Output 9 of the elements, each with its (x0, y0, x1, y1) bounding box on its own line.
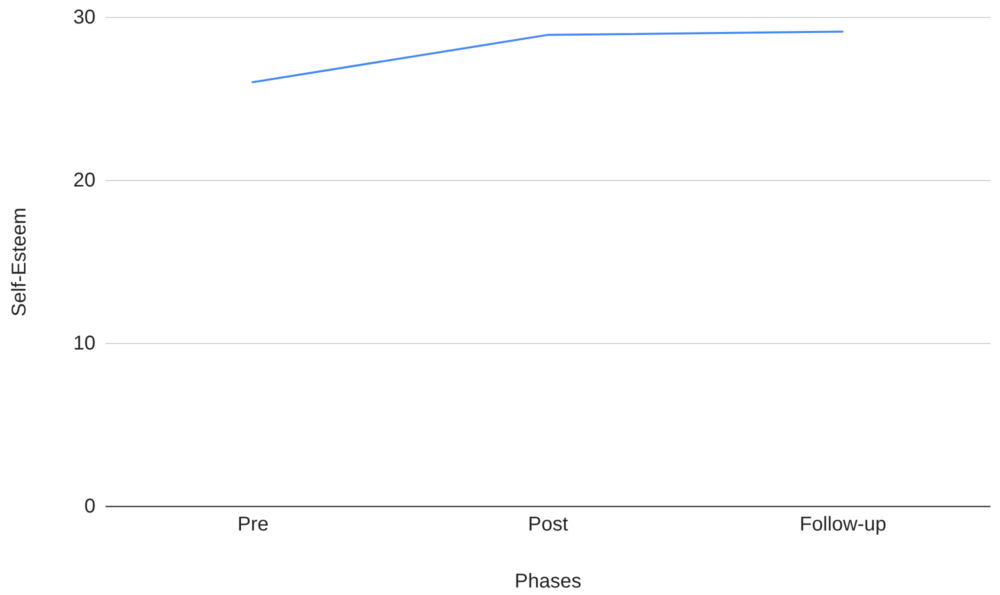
y-axis-title: Self-Esteem (8, 208, 30, 316)
y-tick-label: 0 (84, 496, 96, 518)
x-tick-label: Pre (237, 514, 269, 536)
y-tick-label: 10 (73, 332, 96, 354)
y-tick-label: 30 (73, 6, 96, 28)
x-axis-title: Phases (514, 570, 582, 592)
x-tick-label: Post (528, 514, 568, 536)
x-tick-label: Follow-up (800, 514, 886, 536)
y-tick-label: 20 (73, 170, 96, 192)
